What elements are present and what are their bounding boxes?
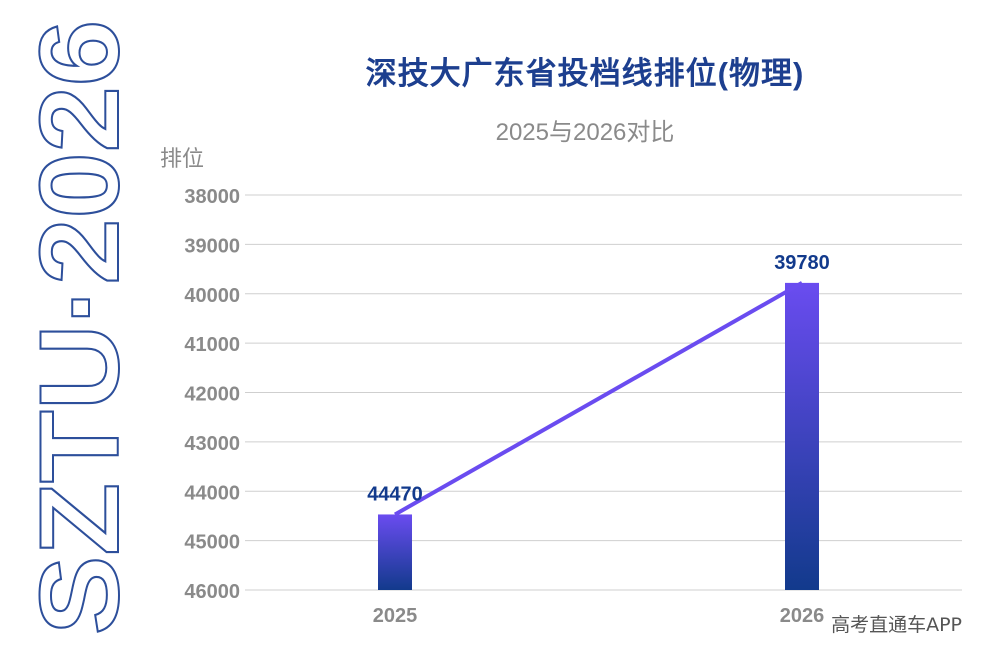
y-axis-ticks: 38000 39000 40000 41000 42000 43000 44000 45000…: [184, 186, 240, 603]
bar-2026: [785, 282, 819, 590]
y-tick-label: 46000: [184, 581, 240, 603]
trend-line: [394, 281, 803, 517]
grid-lines: [245, 194, 962, 591]
bars: [378, 282, 819, 590]
sztu-2026-logo: SZTU·2026: [22, 19, 134, 636]
watermark: 高考直通车APP: [831, 614, 962, 636]
y-tick-label: 38000: [184, 186, 240, 208]
trend-line-segment: [394, 281, 803, 517]
x-axis-ticks: 2025 2026: [373, 605, 825, 627]
x-tick-label: 2025: [373, 605, 418, 627]
y-tick-label: 43000: [184, 433, 240, 455]
y-tick-label: 42000: [184, 384, 240, 406]
y-tick-label: 45000: [184, 532, 240, 554]
y-tick-label: 39000: [184, 235, 240, 257]
brand-text: SZTU·2026: [22, 20, 134, 635]
data-label: 44470: [367, 483, 423, 505]
data-label: 39780: [774, 252, 830, 274]
y-tick-label: 41000: [184, 334, 240, 356]
data-labels: 44470 39780: [367, 252, 830, 506]
bar-2025: [378, 514, 412, 590]
chart-title: 深技大广东省投档线排位(物理): [365, 56, 805, 91]
x-tick-label: 2026: [780, 605, 825, 627]
y-axis-label: 排位: [160, 147, 204, 172]
chart-subtitle: 2025与2026对比: [495, 119, 675, 146]
y-tick-label: 40000: [184, 285, 240, 307]
y-tick-label: 44000: [184, 482, 240, 504]
